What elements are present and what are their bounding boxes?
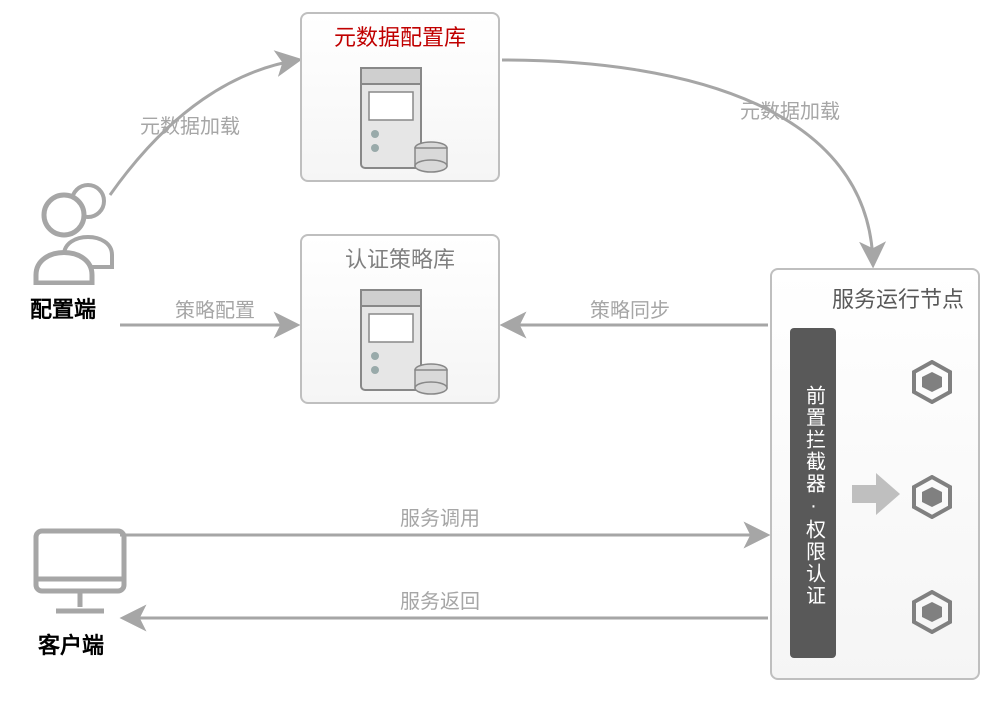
runtime-title: 服务运行节点 [772, 270, 978, 314]
metadata-db-box: 元数据配置库 [300, 12, 500, 182]
client-icon [30, 525, 130, 620]
edge-label-policy-sync: 策略同步 [590, 294, 670, 323]
edge-label-load2: 元数据加载 [740, 95, 840, 124]
metadata-db-title: 元数据配置库 [302, 14, 498, 54]
fat-arrow-icon [852, 473, 900, 520]
policy-db-box: 认证策略库 [300, 234, 500, 404]
interceptor-text: 前置拦截器·权限认证 [801, 385, 826, 607]
edge-label-return: 服务返回 [400, 585, 480, 614]
service-hex-icon [910, 360, 954, 404]
policy-db-title: 认证策略库 [302, 236, 498, 276]
edge-label-call: 服务调用 [400, 502, 480, 531]
edge-metadata-load-2 [502, 60, 873, 264]
config-user-icon [30, 175, 120, 285]
server-icon [302, 54, 498, 194]
interceptor-bar: 前置拦截器·权限认证 [790, 328, 836, 658]
edge-label-policy-cfg: 策略配置 [175, 294, 255, 323]
server-icon [302, 276, 498, 416]
client-caption: 客户端 [38, 628, 104, 660]
service-hex-icon [910, 475, 954, 519]
edge-label-load1: 元数据加载 [140, 110, 240, 139]
config-user-caption: 配置端 [30, 292, 96, 324]
service-hex-icon [910, 590, 954, 634]
